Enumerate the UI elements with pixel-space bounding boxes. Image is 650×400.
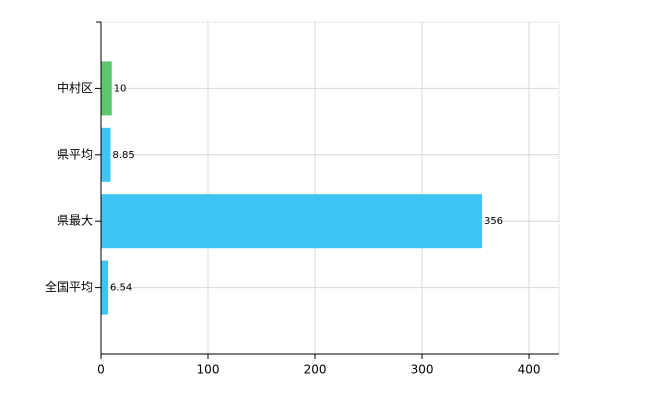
y-tick-label: 全国平均 <box>45 279 93 294</box>
bar <box>101 127 111 182</box>
y-tick-label: 中村区 <box>57 80 93 95</box>
bar <box>101 61 112 116</box>
value-label: 8.85 <box>112 150 134 161</box>
x-tick-label: 200 <box>304 363 327 377</box>
bar <box>101 194 482 249</box>
y-tick-label: 県最大 <box>57 214 93 228</box>
x-tick-label: 0 <box>97 363 105 377</box>
x-tick-label: 100 <box>197 363 220 377</box>
x-tick-label: 300 <box>411 363 434 377</box>
value-label: 6.54 <box>110 283 132 294</box>
y-tick-label: 県平均 <box>57 147 93 161</box>
x-tick-label: 400 <box>518 363 541 377</box>
value-label: 10 <box>114 83 127 94</box>
value-label: 356 <box>484 216 503 227</box>
bar <box>101 260 108 315</box>
